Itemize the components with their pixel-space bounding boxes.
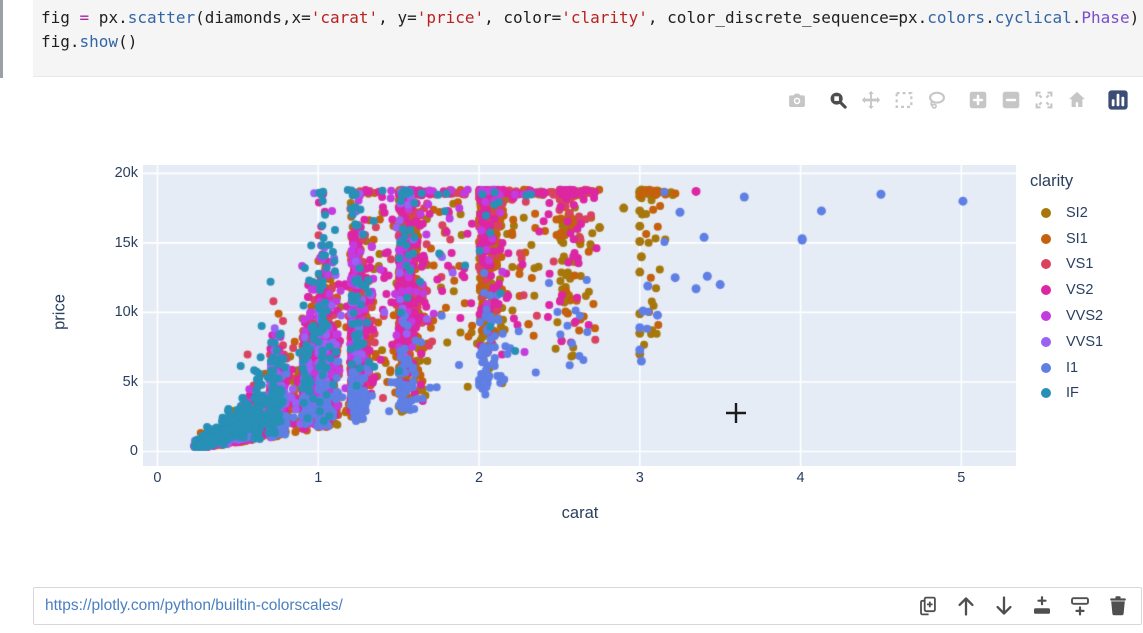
x-tick-label: 0	[153, 470, 162, 486]
legend-label: IF	[1066, 385, 1079, 402]
zoom-in-icon[interactable]	[967, 89, 989, 111]
modebar-group	[1107, 89, 1129, 111]
y-tick-label: 20k	[114, 165, 138, 182]
y-tick-label: 10k	[114, 304, 138, 321]
x-tick-label: 3	[635, 470, 644, 486]
reset-axes-home-icon[interactable]	[1066, 89, 1088, 111]
x-axis-title: carat	[561, 504, 599, 522]
legend-label: SI2	[1066, 204, 1088, 221]
x-tick-label: 2	[474, 470, 484, 486]
insert-cell-below-icon[interactable]	[1068, 594, 1092, 618]
pan-icon[interactable]	[860, 89, 882, 111]
code-cell-input[interactable]: fig = px.scatter(diamonds,x='carat', y='…	[33, 0, 1143, 77]
legend-marker-icon	[1041, 311, 1051, 322]
plot-legend: clarity SI2 SI1 VS1 VS2 VVS2 VVS1 I1 IF	[1028, 172, 1103, 406]
legend-item-VVS1[interactable]: VVS1	[1028, 329, 1103, 355]
legend-marker-icon	[1041, 259, 1051, 270]
insert-cell-above-icon[interactable]	[1030, 594, 1054, 618]
legend-item-SI2[interactable]: SI2	[1028, 200, 1103, 226]
zoom-icon[interactable]	[827, 89, 849, 111]
legend-title: clarity	[1030, 172, 1074, 190]
legend-marker-icon	[1041, 336, 1051, 347]
modebar-group	[827, 89, 948, 111]
plotly-modebar	[767, 89, 1129, 111]
legend-marker-icon	[1041, 388, 1051, 399]
legend-item-SI1[interactable]: SI1	[1028, 226, 1103, 252]
x-tick-label: 5	[957, 470, 966, 486]
window-left-edge	[0, 0, 3, 78]
legend-marker-icon	[1041, 362, 1051, 373]
x-tick-label: 1	[314, 470, 323, 486]
legend-marker-icon	[1041, 207, 1051, 218]
cell-toolbar	[913, 594, 1133, 618]
move-cell-down-icon[interactable]	[992, 594, 1016, 618]
legend-label: VS1	[1066, 256, 1094, 273]
legend-label: SI1	[1066, 230, 1088, 247]
y-tick-label: 15k	[114, 234, 138, 251]
legend-item-VVS2[interactable]: VVS2	[1028, 303, 1103, 329]
duplicate-cell-icon[interactable]	[916, 594, 940, 618]
camera-icon[interactable]	[786, 89, 808, 111]
legend-marker-icon	[1041, 285, 1051, 296]
modebar-group	[786, 89, 808, 111]
legend-item-IF[interactable]: IF	[1028, 381, 1103, 407]
scatter-plot-area[interactable]	[143, 165, 1016, 466]
box-select-icon[interactable]	[893, 89, 915, 111]
code-line: fig = px.scatter(diamonds,x='carat', y='…	[41, 8, 1140, 27]
move-cell-up-icon[interactable]	[954, 594, 978, 618]
legend-label: VS2	[1066, 282, 1094, 299]
autoscale-icon[interactable]	[1033, 89, 1055, 111]
legend-item-VS1[interactable]: VS1	[1028, 252, 1103, 278]
legend-item-VS2[interactable]: VS2	[1028, 277, 1103, 303]
y-tick-label: 5k	[122, 373, 138, 390]
delete-cell-icon[interactable]	[1106, 594, 1130, 618]
legend-item-I1[interactable]: I1	[1028, 355, 1103, 381]
modebar-group	[967, 89, 1088, 111]
plotly-logo-icon[interactable]	[1107, 89, 1129, 111]
lasso-select-icon[interactable]	[926, 89, 948, 111]
legend-label: VVS1	[1066, 333, 1104, 350]
plotly-docs-link[interactable]: https://plotly.com/python/builtin-colors…	[45, 597, 343, 614]
legend-marker-icon	[1041, 233, 1051, 244]
y-axis-title: price	[50, 294, 69, 330]
legend-label: I1	[1066, 359, 1079, 376]
code-line: fig.show()	[41, 32, 138, 51]
notebook-cell-url: https://plotly.com/python/builtin-colors…	[33, 587, 1142, 625]
x-tick-label: 4	[796, 470, 805, 486]
legend-label: VVS2	[1066, 308, 1104, 325]
y-tick-label: 0	[129, 443, 138, 460]
zoom-out-icon[interactable]	[1000, 89, 1022, 111]
